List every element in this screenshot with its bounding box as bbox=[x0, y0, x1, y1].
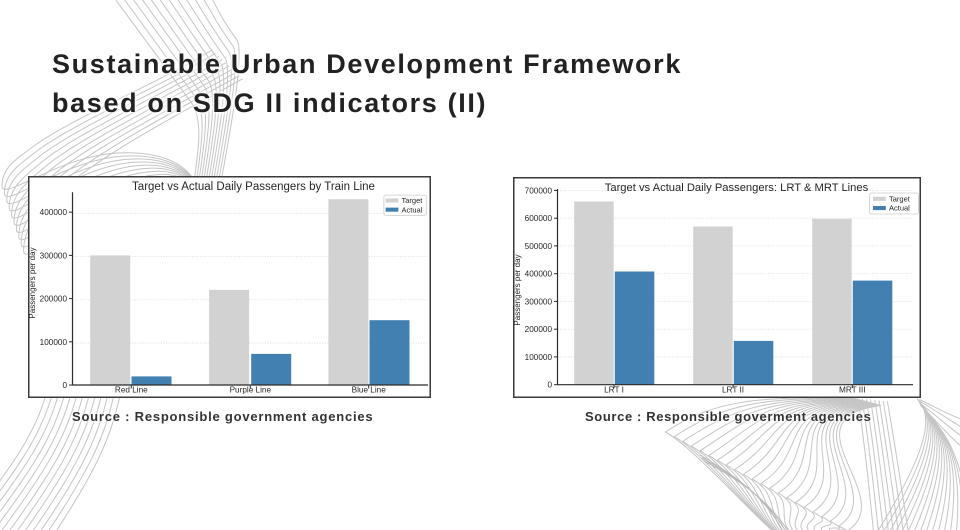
svg-text:0: 0 bbox=[62, 381, 67, 390]
svg-text:600000: 600000 bbox=[525, 214, 553, 223]
svg-text:Target vs Actual Daily Passeng: Target vs Actual Daily Passengers by Tra… bbox=[132, 181, 375, 193]
svg-text:Purple Line: Purple Line bbox=[230, 386, 272, 395]
svg-text:MRT III: MRT III bbox=[839, 386, 866, 395]
svg-text:Actual: Actual bbox=[402, 205, 423, 214]
svg-text:100000: 100000 bbox=[40, 338, 68, 347]
svg-text:Blue Line: Blue Line bbox=[352, 386, 387, 395]
svg-text:200000: 200000 bbox=[525, 325, 553, 334]
svg-text:LRT II: LRT II bbox=[722, 386, 744, 395]
svg-text:LRT I: LRT I bbox=[604, 386, 624, 395]
svg-text:700000: 700000 bbox=[525, 186, 553, 195]
svg-text:Target: Target bbox=[889, 195, 911, 204]
svg-text:400000: 400000 bbox=[525, 270, 553, 279]
svg-text:100000: 100000 bbox=[525, 353, 553, 362]
svg-text:300000: 300000 bbox=[40, 251, 68, 260]
svg-text:500000: 500000 bbox=[525, 242, 553, 251]
svg-text:Red Line: Red Line bbox=[115, 386, 148, 395]
svg-text:300000: 300000 bbox=[525, 297, 553, 306]
svg-text:Passengers per day: Passengers per day bbox=[28, 247, 37, 318]
svg-text:400000: 400000 bbox=[40, 208, 68, 217]
svg-text:Target vs Actual Daily Passeng: Target vs Actual Daily Passengers: LRT &… bbox=[605, 182, 869, 194]
svg-text:Target: Target bbox=[402, 196, 424, 205]
svg-text:200000: 200000 bbox=[40, 295, 68, 304]
svg-text:Actual: Actual bbox=[889, 204, 910, 213]
svg-text:0: 0 bbox=[547, 381, 552, 390]
svg-text:Passengers per day: Passengers per day bbox=[513, 254, 522, 325]
